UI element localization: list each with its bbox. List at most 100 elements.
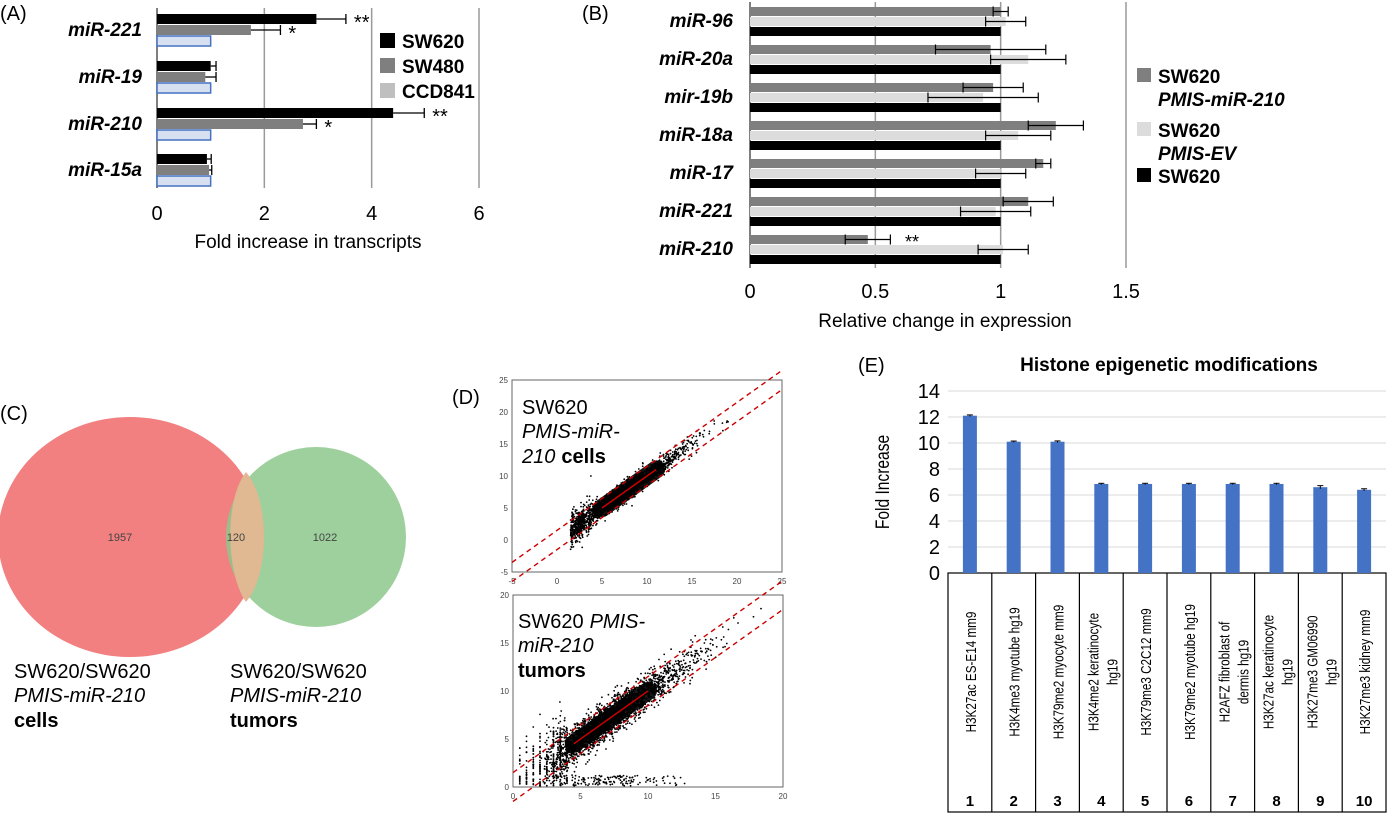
- data-point: [630, 493, 633, 496]
- data-point: [579, 526, 581, 528]
- data-point: [545, 779, 548, 782]
- significance-marker: **: [354, 12, 370, 34]
- data-point: [668, 458, 670, 460]
- data-point: [619, 695, 622, 697]
- data-point: [628, 694, 631, 696]
- data-point: [654, 462, 657, 465]
- data-point: [683, 682, 685, 684]
- bar: [157, 61, 211, 71]
- data-point: [580, 753, 583, 756]
- data-point: [722, 646, 724, 649]
- data-point: [590, 776, 593, 779]
- data-point: [550, 754, 553, 757]
- data-point: [609, 783, 612, 786]
- data-point: [559, 714, 562, 717]
- data-point: [663, 469, 666, 471]
- data-point: [681, 663, 683, 666]
- data-point: [576, 529, 579, 532]
- data-point: [606, 708, 609, 710]
- venn-count-intersection: 120: [227, 532, 245, 544]
- data-point: [585, 524, 588, 527]
- data-point: [576, 722, 579, 725]
- data-point: [551, 747, 554, 749]
- data-point: [606, 702, 609, 705]
- data-point: [578, 518, 581, 520]
- data-point: [722, 429, 724, 432]
- data-point: [612, 496, 615, 498]
- data-point: [626, 497, 629, 500]
- data-point: [676, 448, 679, 451]
- data-point: [563, 719, 566, 722]
- data-point: [649, 780, 652, 782]
- data-point: [602, 732, 605, 735]
- data-point: [598, 710, 600, 713]
- data-point: [552, 739, 555, 741]
- data-point: [715, 645, 718, 648]
- data-point: [632, 690, 635, 693]
- data-point: [644, 703, 647, 706]
- data-point: [669, 666, 671, 669]
- bar: [750, 169, 1001, 178]
- data-point: [564, 730, 567, 733]
- data-point: [532, 771, 535, 774]
- data-point: [585, 515, 587, 518]
- data-point: [525, 760, 528, 762]
- data-point: [681, 669, 683, 671]
- data-point: [552, 782, 555, 785]
- data-point: [582, 503, 585, 506]
- bar: [750, 103, 1001, 112]
- data-point: [669, 679, 671, 682]
- data-point: [601, 716, 604, 719]
- data-point: [668, 691, 671, 694]
- data-point: [586, 517, 589, 520]
- data-point: [573, 523, 576, 525]
- data-point: [591, 499, 594, 502]
- data-point: [639, 472, 642, 474]
- data-point: [607, 500, 609, 502]
- data-point: [605, 781, 608, 784]
- data-point: [555, 737, 557, 740]
- data-point: [659, 686, 662, 689]
- data-point: [635, 680, 637, 683]
- data-point: [572, 755, 574, 758]
- data-point: [635, 493, 637, 495]
- data-point: [589, 527, 592, 530]
- bar: [750, 235, 868, 244]
- data-point: [593, 780, 595, 783]
- data-point: [563, 732, 566, 735]
- category-label: miR-18a: [659, 125, 733, 146]
- data-point: [598, 506, 601, 508]
- data-point: [654, 691, 656, 694]
- data-point: [576, 727, 579, 729]
- data-point: [670, 673, 673, 676]
- data-point: [563, 775, 565, 777]
- data-point: [688, 458, 691, 460]
- data-point: [674, 450, 676, 453]
- data-point: [608, 504, 611, 507]
- data-point: [582, 519, 585, 521]
- data-point: [616, 503, 619, 505]
- data-point: [632, 780, 634, 783]
- data-point: [607, 693, 610, 696]
- data-point: [638, 684, 641, 687]
- data-point: [682, 653, 684, 656]
- legend-label: SW480: [402, 57, 464, 78]
- data-point: [651, 674, 653, 677]
- data-point: [525, 777, 528, 780]
- data-point: [628, 493, 631, 496]
- data-point: [625, 723, 627, 725]
- data-point: [555, 770, 558, 773]
- data-point: [575, 758, 578, 761]
- data-point: [586, 535, 589, 537]
- data-point: [603, 500, 606, 502]
- venn-label-line2: PMIS-miR-210: [14, 685, 145, 707]
- data-point: [674, 452, 677, 455]
- data-point: [589, 513, 592, 516]
- data-point: [654, 472, 657, 474]
- data-point: [682, 659, 685, 662]
- data-point: [580, 527, 583, 530]
- data-point: [570, 524, 572, 526]
- data-point: [616, 775, 619, 778]
- data-point: [652, 476, 655, 479]
- data-point: [669, 691, 672, 693]
